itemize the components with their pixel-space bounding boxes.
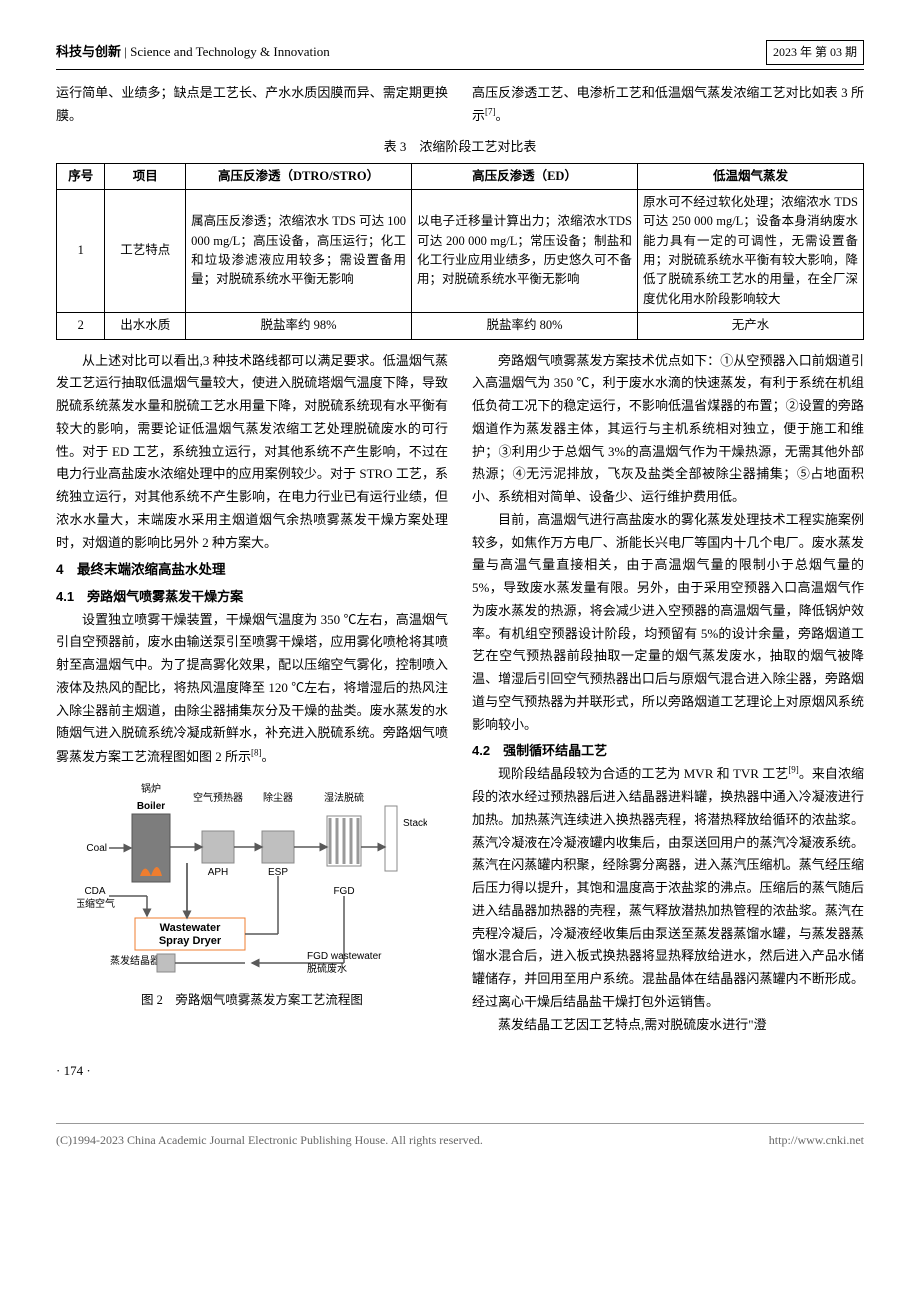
table-cell: 无产水 (638, 313, 864, 339)
svg-text:湿法脱硫: 湿法脱硫 (324, 791, 364, 804)
header-left: 科技与创新 | Science and Technology & Innovat… (56, 41, 330, 64)
svg-text:除尘器: 除尘器 (263, 791, 293, 804)
heading-4: 4 最终末端浓缩高盐水处理 (56, 558, 448, 582)
top-right-para: 高压反渗透工艺、电渗析工艺和低温烟气蒸发浓缩工艺对比如表 3 所示[7]。 (472, 82, 864, 128)
body-p4: 目前，高温烟气进行高盐废水的雾化蒸发处理技术工程实施案例较多，如焦作万方电厂、浙… (472, 509, 864, 737)
svg-text:Spray Dryer: Spray Dryer (159, 935, 222, 947)
footer-url: http://www.cnki.net (769, 1130, 864, 1151)
table-caption: 表 3 浓缩阶段工艺对比表 (56, 136, 864, 159)
table-header: 高压反渗透（DTRO/STRO） (186, 163, 412, 189)
table-cell: 1 (57, 189, 105, 312)
heading-4-2: 4.2 强制循环结晶工艺 (472, 740, 864, 763)
svg-text:脱硫废水: 脱硫废水 (307, 962, 347, 975)
flow-diagram-svg: 锅炉Boiler空气预热器APH除尘器ESP湿法脱硫FGDStackCoalCD… (77, 776, 427, 986)
table-cell: 工艺特点 (105, 189, 186, 312)
table-header: 低温烟气蒸发 (638, 163, 864, 189)
page-header: 科技与创新 | Science and Technology & Innovat… (56, 40, 864, 70)
body-p2: 设置独立喷雾干燥装置，干燥烟气温度为 350 ℃左右，高温烟气引自空预器前，废水… (56, 609, 448, 769)
table-row: 2出水水质脱盐率约 98%脱盐率约 80%无产水 (57, 313, 864, 339)
table-cell: 脱盐率约 98% (186, 313, 412, 339)
svg-text:蒸发结晶器: 蒸发结晶器 (110, 954, 160, 967)
page-number: · 174 · (56, 1060, 864, 1083)
svg-text:锅炉: 锅炉 (141, 783, 161, 795)
table-row: 1工艺特点属高压反渗透；浓缩浓水 TDS 可达 100 000 mg/L；高压设… (57, 189, 864, 312)
footer: (C)1994-2023 China Academic Journal Elec… (56, 1123, 864, 1151)
top-two-column-intro: 运行简单、业绩多；缺点是工艺长、产水水质因膜而异、需定期更换膜。 高压反渗透工艺… (56, 82, 864, 128)
svg-text:APH: APH (208, 867, 229, 878)
svg-text:Boiler: Boiler (137, 801, 165, 812)
figure-2: 锅炉Boiler空气预热器APH除尘器ESP湿法脱硫FGDStackCoalCD… (56, 776, 448, 1012)
svg-text:空气预热器: 空气预热器 (193, 791, 243, 804)
table-cell: 出水水质 (105, 313, 186, 339)
footer-copyright: (C)1994-2023 China Academic Journal Elec… (56, 1130, 483, 1151)
heading-4-1: 4.1 旁路烟气喷雾蒸发干燥方案 (56, 586, 448, 609)
table-cell: 脱盐率约 80% (412, 313, 638, 339)
body-two-column: 从上述对比可以看出,3 种技术路线都可以满足要求。低温烟气蒸发工艺运行抽取低温烟… (56, 350, 864, 1037)
table-header: 项目 (105, 163, 186, 189)
top-left-para: 运行简单、业绩多；缺点是工艺长、产水水质因膜而异、需定期更换膜。 (56, 82, 448, 128)
header-issue: 2023 年 第 03 期 (766, 40, 864, 65)
header-journal-en: Science and Technology & Innovation (130, 44, 330, 59)
body-p3: 旁路烟气喷雾蒸发方案技术优点如下：①从空预器入口前烟道引入高温烟气为 350 ℃… (472, 350, 864, 509)
svg-text:压缩空气: 压缩空气 (77, 897, 115, 910)
figure-caption: 图 2 旁路烟气喷雾蒸发方案工艺流程图 (56, 990, 448, 1012)
svg-text:FGD wastewater: FGD wastewater (307, 951, 382, 962)
comparison-table: 序号项目高压反渗透（DTRO/STRO）高压反渗透（ED）低温烟气蒸发 1工艺特… (56, 163, 864, 340)
table-cell: 2 (57, 313, 105, 339)
header-journal-cn: 科技与创新 (56, 44, 121, 59)
svg-text:FGD: FGD (333, 886, 354, 897)
svg-text:Wastewater: Wastewater (160, 922, 221, 934)
body-p1: 从上述对比可以看出,3 种技术路线都可以满足要求。低温烟气蒸发工艺运行抽取低温烟… (56, 350, 448, 555)
body-p5: 现阶段结晶段较为合适的工艺为 MVR 和 TVR 工艺[9]。来自浓缩段的浓水经… (472, 763, 864, 1014)
body-p6: 蒸发结晶工艺因工艺特点,需对脱硫废水进行"澄 (472, 1014, 864, 1037)
table-header: 高压反渗透（ED） (412, 163, 638, 189)
table-cell: 属高压反渗透；浓缩浓水 TDS 可达 100 000 mg/L；高压设备，高压运… (186, 189, 412, 312)
svg-text:Coal: Coal (86, 843, 107, 854)
table-cell: 以电子迁移量计算出力；浓缩浓水TDS 可达 200 000 mg/L；常压设备；… (412, 189, 638, 312)
svg-text:CDA: CDA (84, 886, 105, 897)
svg-text:Stack: Stack (403, 818, 427, 829)
table-cell: 原水可不经过软化处理；浓缩浓水 TDS 可达 250 000 mg/L；设备本身… (638, 189, 864, 312)
table-header: 序号 (57, 163, 105, 189)
